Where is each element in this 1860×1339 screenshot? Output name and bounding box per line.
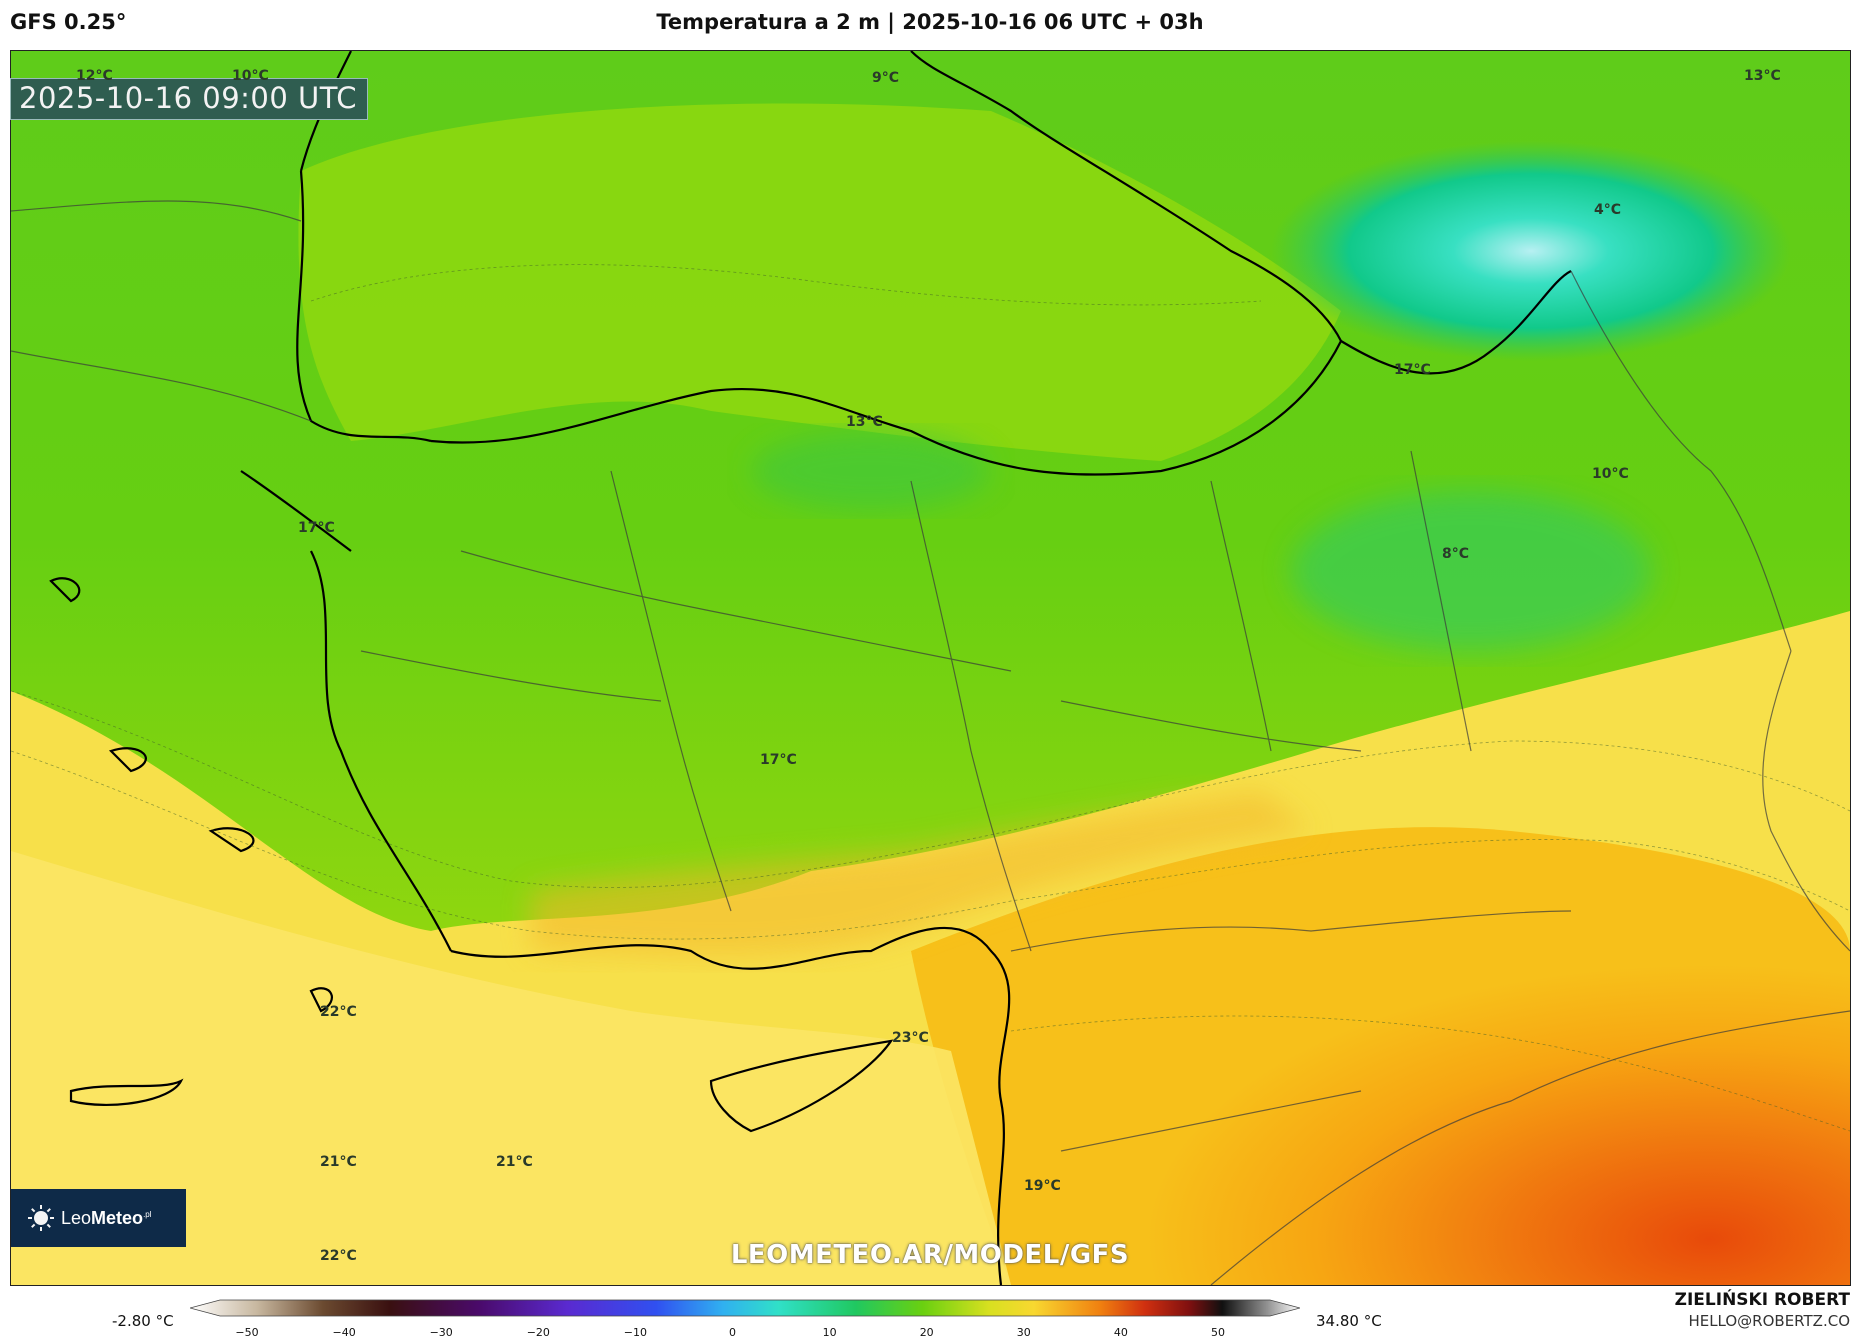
colorbar-tick: 50 [1211, 1326, 1225, 1339]
colorbar-min-label: -2.80 °C [112, 1312, 174, 1330]
colorbar-max-label: 34.80 °C [1316, 1312, 1382, 1330]
logo-text: LeoMeteo.pl [61, 1207, 152, 1228]
colorbar [188, 1298, 1302, 1338]
temp-label: 22°C [320, 1004, 357, 1020]
colorbar-tick: −20 [526, 1326, 550, 1339]
logo: LeoMeteo.pl [11, 1189, 186, 1247]
temp-label: 4°C [1594, 202, 1622, 218]
map-title: Temperatura a 2 m | 2025-10-16 06 UTC + … [656, 10, 1204, 34]
temp-label: 22°C [320, 1248, 357, 1264]
temp-label: 8°C [1442, 546, 1470, 562]
author-email: HELLO@ROBERTZ.CO [1688, 1312, 1850, 1330]
temp-label: 12°C [76, 68, 113, 84]
colorbar-tick: −30 [429, 1326, 453, 1339]
temperature-map[interactable] [10, 50, 1851, 1286]
temp-label: 21°C [320, 1154, 357, 1170]
colorbar-tick: 30 [1016, 1326, 1031, 1339]
colorbar-gradient [188, 1299, 1302, 1317]
temp-label: 17°C [298, 520, 335, 536]
author-name: ZIELIŃSKI ROBERT [1674, 1290, 1850, 1310]
borders [11, 200, 1850, 1285]
temp-label: 10°C [232, 68, 269, 84]
colorbar-tick: −40 [332, 1326, 356, 1339]
watermark: LEOMETEO.AR/MODEL/GFS [730, 1240, 1130, 1270]
temp-label: 13°C [846, 414, 883, 430]
colorbar-tick: 10 [822, 1326, 837, 1339]
colorbar-tick: 20 [919, 1326, 934, 1339]
temp-label: 19°C [1024, 1178, 1061, 1194]
temp-label: 17°C [1394, 362, 1431, 378]
colorbar-tick: −10 [623, 1326, 647, 1339]
isotherms [11, 264, 1850, 1132]
model-label: GFS 0.25° [10, 10, 127, 34]
temp-label: 13°C [1744, 68, 1781, 84]
colorbar-tick: 0 [729, 1326, 736, 1339]
coastline [49, 51, 1572, 1285]
temp-label: 10°C [1592, 466, 1629, 482]
temp-label: 21°C [496, 1154, 533, 1170]
sun-icon [28, 1205, 54, 1231]
colorbar-tick: 40 [1113, 1326, 1128, 1339]
valid-time-badge: 2025-10-16 09:00 UTC [10, 78, 369, 120]
temp-label: 23°C [892, 1030, 929, 1046]
colorbar-tick: −50 [235, 1326, 259, 1339]
temp-label: 17°C [760, 752, 797, 768]
temp-label: 9°C [872, 70, 900, 86]
temperature-field [11, 51, 1850, 1285]
